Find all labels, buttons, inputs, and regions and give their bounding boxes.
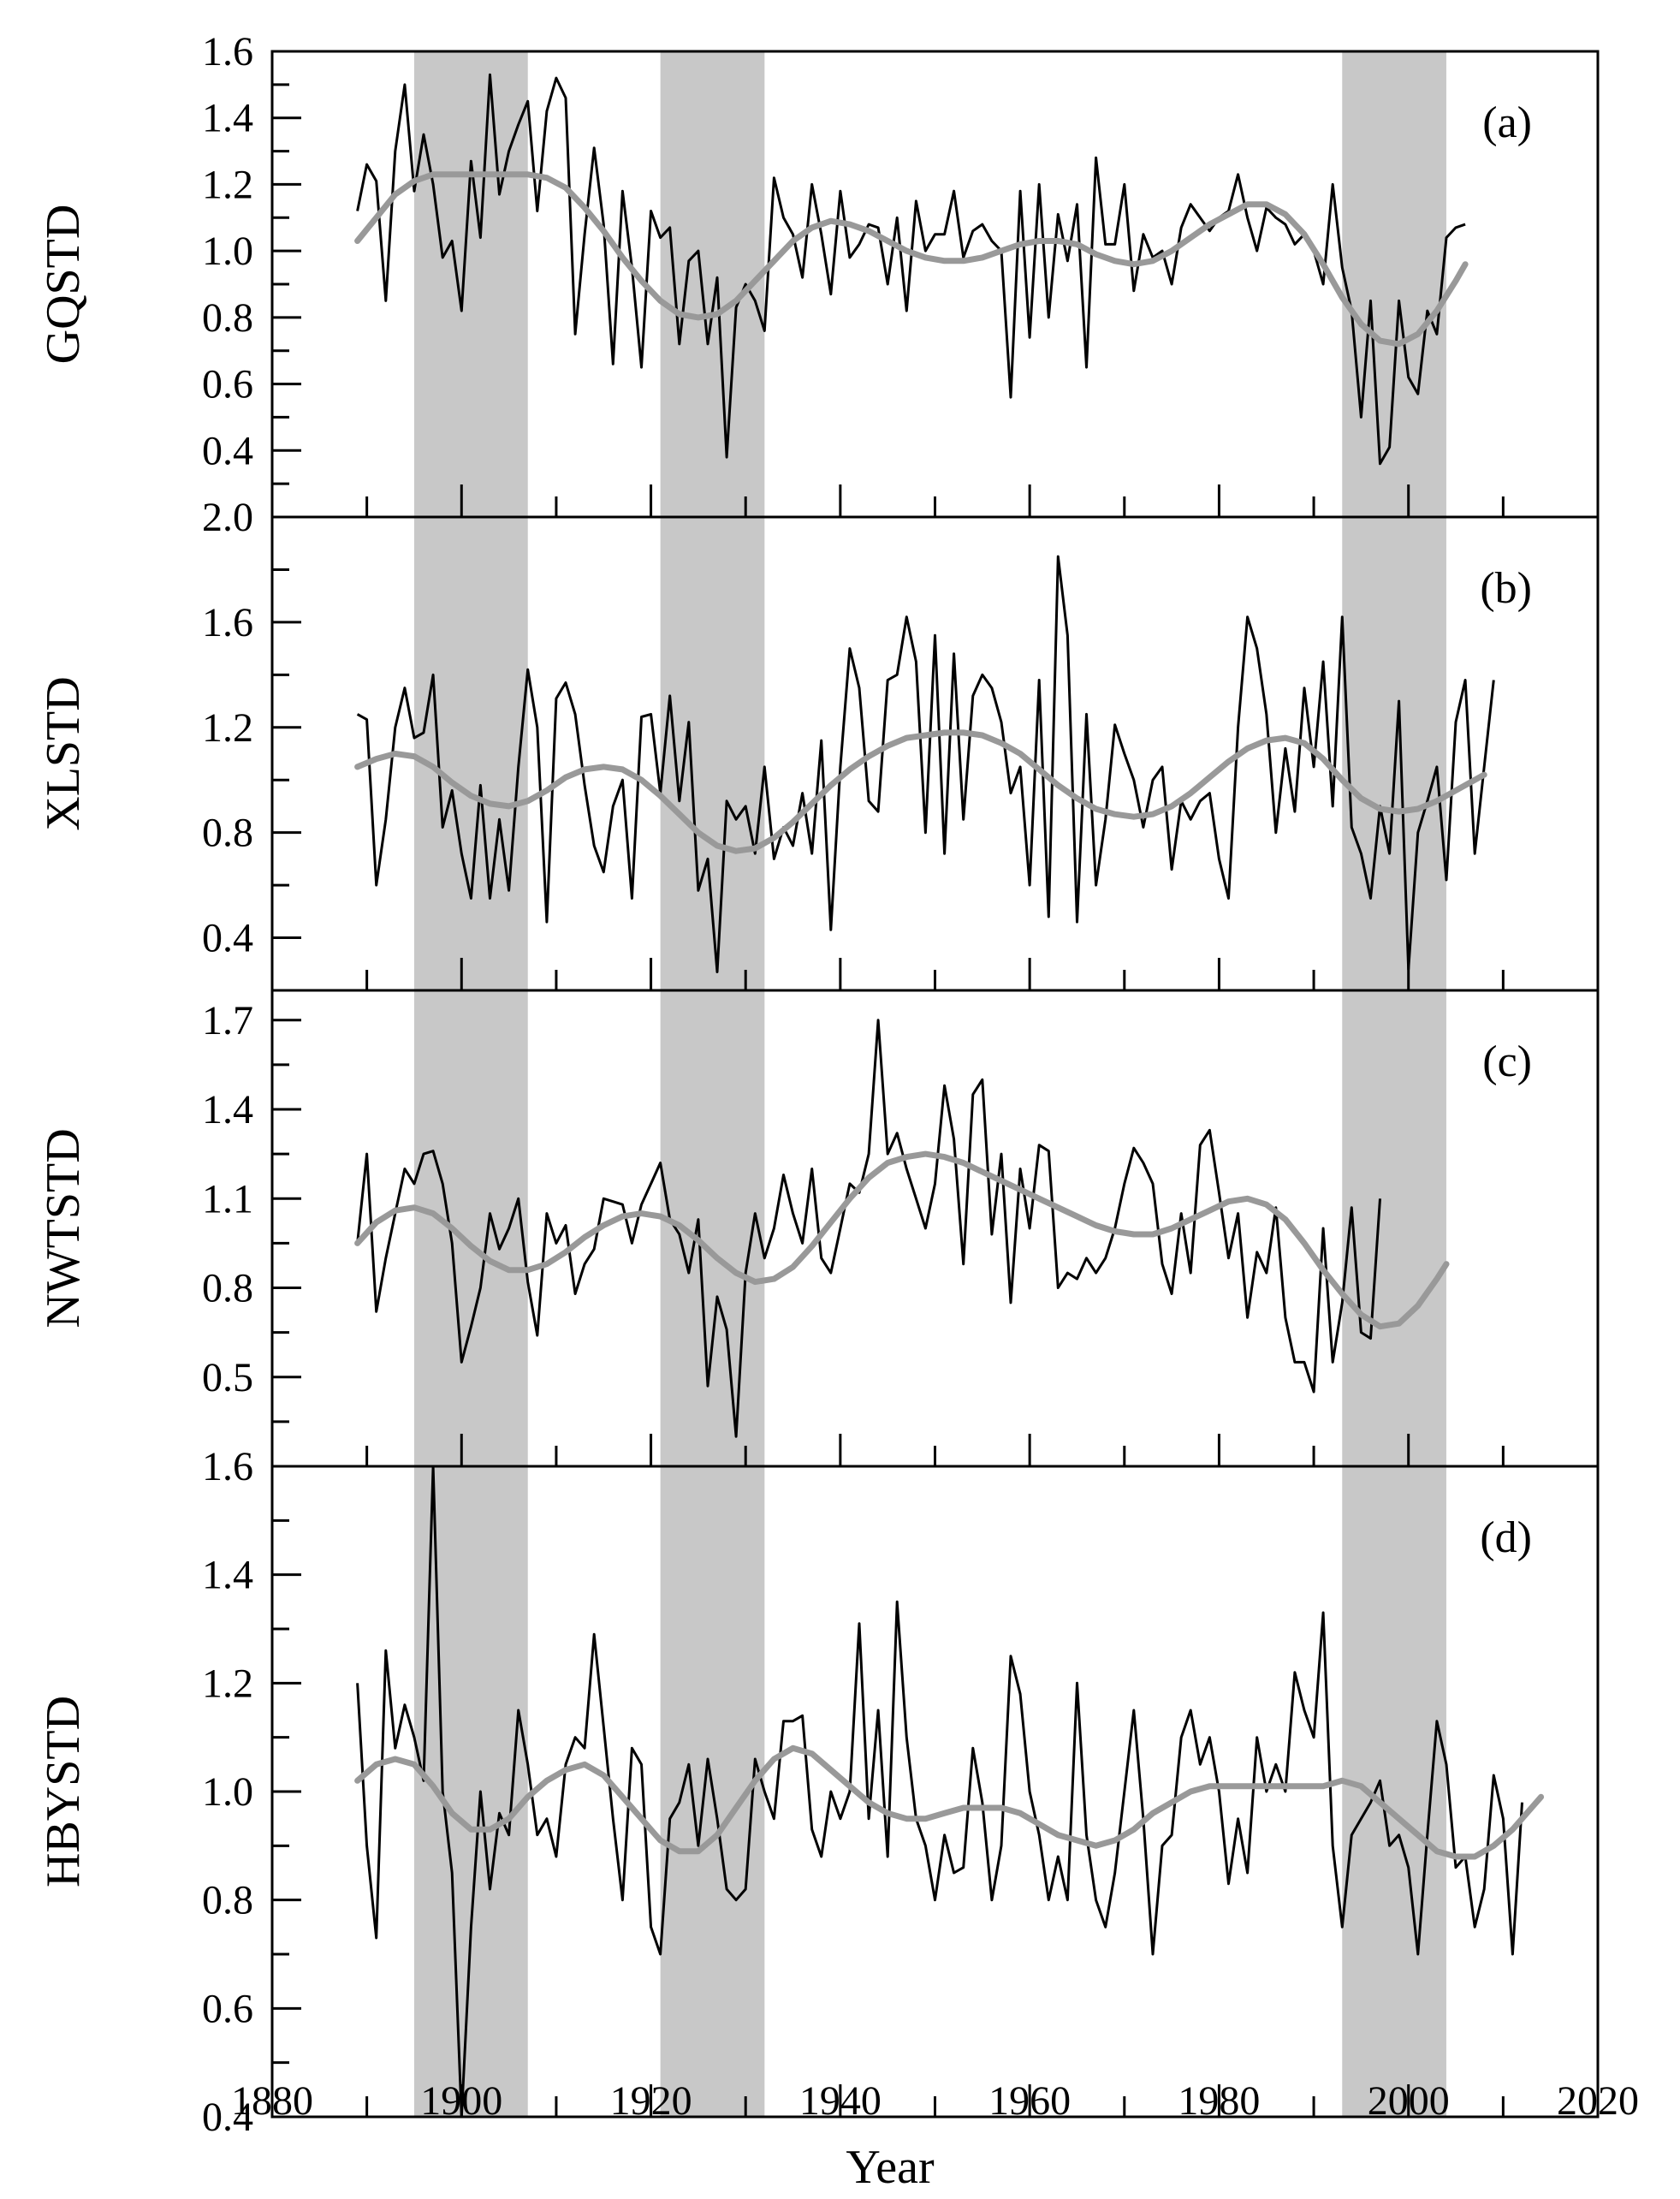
x-tick-label: 1880 (231, 2078, 313, 2124)
plot-area (354, 1019, 1450, 1438)
shaded-period-1 (413, 990, 528, 1466)
y-tick-label: 2.0 (202, 495, 253, 540)
raw-series-line (356, 1019, 1381, 1438)
x-tick-label: 1980 (1178, 2078, 1260, 2124)
panels: 1.6 1.4 1.2 1.0 0.8 0.6 0.4 (a) GQSTD 2.0 1.6 1.2 0.… (37, 29, 1600, 2140)
y-tick-label: 0.6 (202, 362, 253, 407)
y-tick-label: 0.8 (202, 811, 253, 856)
y-tick-label: 1.1 (202, 1176, 253, 1221)
y-tick-label: 1.4 (202, 1087, 253, 1132)
smoothed-series-line (354, 171, 1469, 348)
shaded-period-2 (660, 990, 765, 1466)
smoothed-series-line (354, 1744, 1545, 1860)
y-tick-label: 1.6 (202, 1444, 253, 1489)
x-axis: 1880 1900 1920 1940 1960 1980 2000 2020 (231, 2078, 1639, 2124)
shaded-period-2 (660, 51, 765, 517)
y-tick-label: 1.2 (202, 1661, 253, 1706)
y-axis-title: HBYSTD (37, 1696, 90, 1887)
panel-c: 1.7 1.4 1.1 0.8 0.5 (c) NWTSTD (37, 989, 1600, 1468)
plot-area (354, 1466, 1545, 2117)
x-tick-label: 1940 (799, 2078, 882, 2124)
y-tick-label: 1.4 (202, 1553, 253, 1598)
panel-tag: (a) (1482, 98, 1532, 147)
panel-tag: (c) (1482, 1037, 1532, 1086)
y-tick-label: 0.4 (202, 916, 253, 961)
y-tick-label: 0.5 (202, 1355, 253, 1400)
panel-tag: (b) (1480, 564, 1532, 613)
shaded-period-1 (413, 51, 528, 517)
y-tick-label: 1.2 (202, 162, 253, 207)
x-tick-label: 2000 (1368, 2078, 1450, 2124)
y-tick-label: 0.4 (202, 2095, 253, 2140)
shaded-period-1 (413, 517, 528, 990)
y-tick-label: 1.6 (202, 600, 253, 645)
x-axis-title: Year (846, 2141, 935, 2194)
panel-a: 1.6 1.4 1.2 1.0 0.8 0.6 0.4 (a) GQSTD (37, 29, 1600, 519)
y-tick-label: 1.4 (202, 96, 253, 141)
raw-series-line (356, 73, 1466, 466)
raw-series-line (356, 1466, 1523, 2117)
y-tick-label: 1.0 (202, 1769, 253, 1815)
shaded-period-1 (413, 1466, 528, 2117)
y-tick-label: 1.7 (202, 998, 253, 1043)
y-axis-title: GQSTD (37, 205, 90, 365)
panel-d: 1.6 1.4 1.2 1.0 0.8 0.6 0.4 (d) HBYSTD (37, 1444, 1600, 2140)
shaded-period-3 (1342, 990, 1446, 1466)
y-tick-label: 1.0 (202, 229, 253, 274)
y-tick-label: 0.4 (202, 428, 253, 473)
plot-area (354, 73, 1469, 466)
plot-area (354, 555, 1495, 973)
y-axis-title: XLSTD (37, 676, 90, 830)
x-tick-label: 2020 (1557, 2078, 1639, 2124)
x-tick-label: 1960 (988, 2078, 1071, 2124)
shaded-period-3 (1342, 1466, 1446, 2117)
y-tick-label: 0.8 (202, 1266, 253, 1311)
shaded-period-3 (1342, 517, 1446, 990)
shaded-period-3 (1342, 51, 1446, 517)
y-tick-label: 1.2 (202, 705, 253, 751)
panel-tag: (d) (1480, 1513, 1532, 1562)
y-axis-title: NWTSTD (37, 1128, 90, 1328)
y-tick-label: 1.6 (202, 29, 253, 74)
smoothed-series-line (354, 729, 1487, 854)
panel-b: 2.0 1.6 1.2 0.8 0.4 (b) XLSTD (37, 495, 1600, 992)
x-tick-label: 1900 (420, 2078, 502, 2124)
y-tick-label: 0.8 (202, 1878, 253, 1923)
raw-series-line (356, 555, 1495, 973)
y-tick-label: 0.8 (202, 295, 253, 341)
x-tick-label: 1920 (610, 2078, 692, 2124)
smoothed-series-line (354, 1150, 1450, 1330)
y-tick-label: 0.6 (202, 1986, 253, 2031)
